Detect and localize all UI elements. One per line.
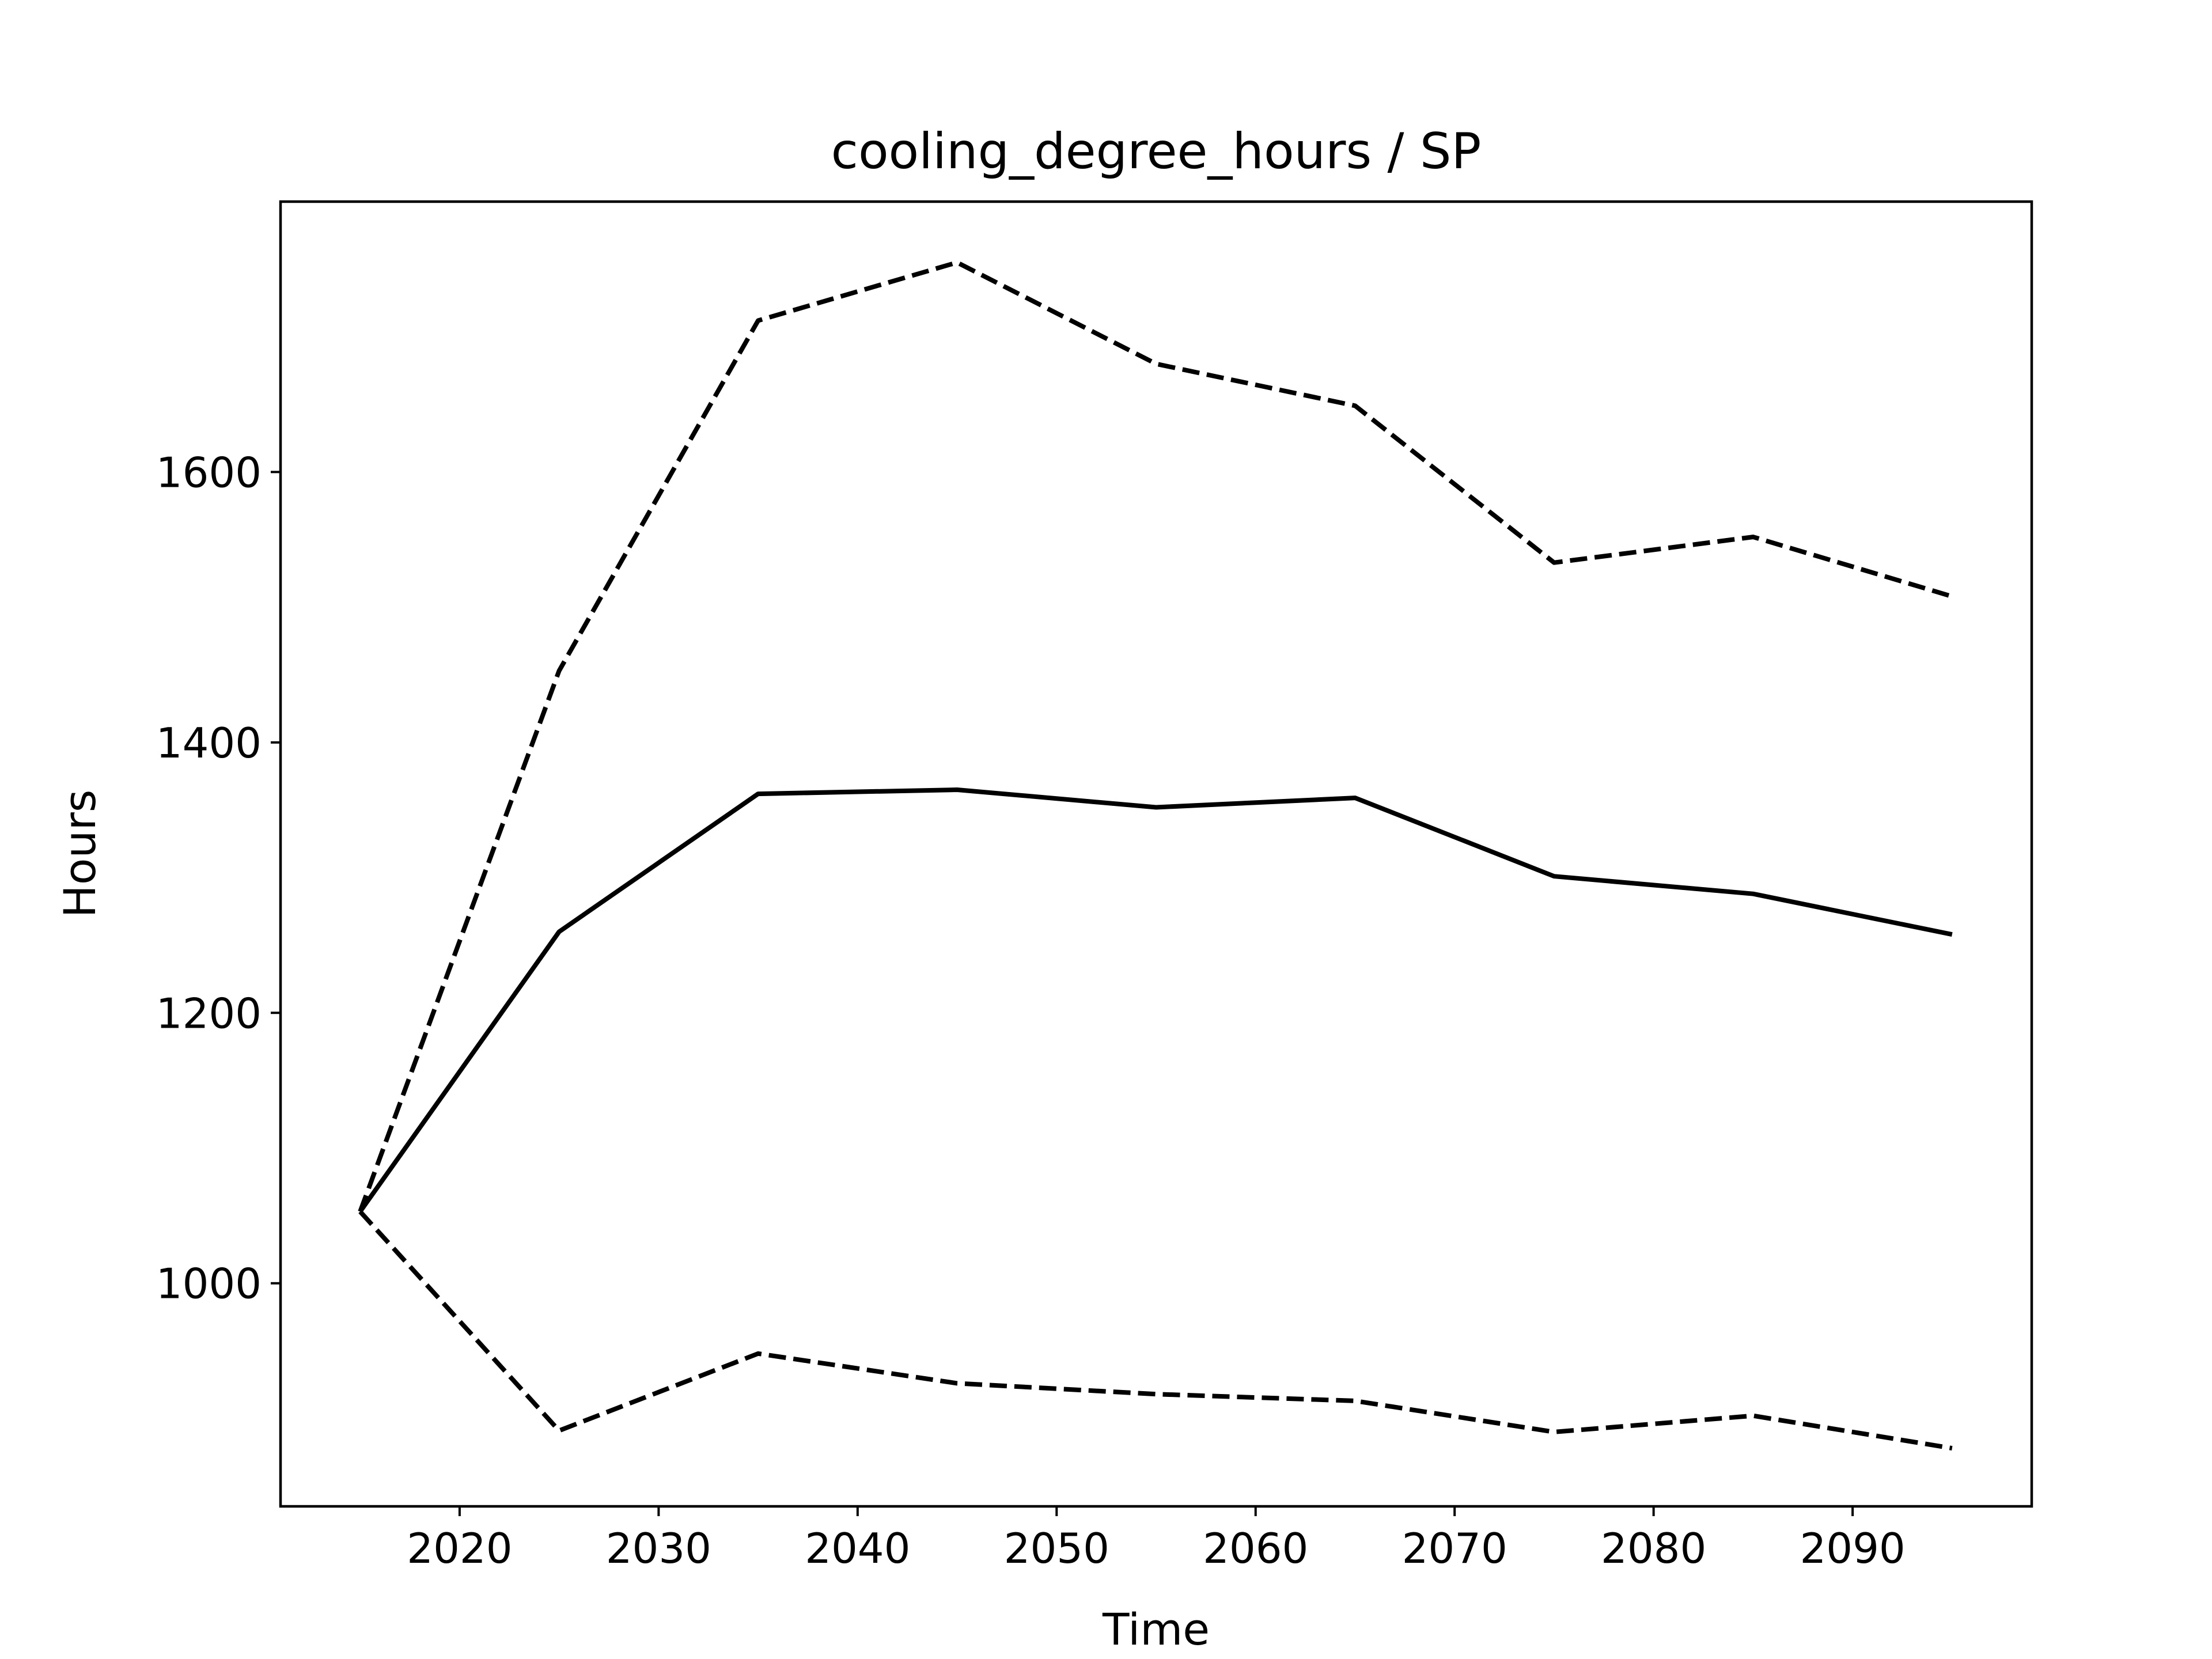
- dashed-series-line-3: [358, 1210, 1953, 1451]
- x-tick-label: 2080: [1601, 1524, 1706, 1573]
- solid-series-line-1: [358, 787, 1953, 1213]
- y-axis-label: Hours: [54, 790, 105, 918]
- x-tick-label: 2040: [805, 1524, 910, 1573]
- chart-title: cooling_degree_hours / SP: [831, 123, 1482, 180]
- x-tick-label: 2060: [1203, 1524, 1308, 1573]
- dashed-series-line-2: [358, 260, 1953, 1213]
- plot-area: [279, 200, 2033, 1508]
- x-tick-label: 2050: [1004, 1524, 1109, 1573]
- series-layer: [358, 260, 1953, 1451]
- x-tick-label: 2070: [1402, 1524, 1508, 1573]
- y-tick-label: 1600: [156, 448, 262, 497]
- y-tick-label: 1200: [156, 989, 262, 1037]
- y-axis: 1000 1200 1400 1600: [156, 448, 281, 1308]
- x-tick-label: 2090: [1800, 1524, 1905, 1573]
- y-tick-label: 1400: [156, 719, 262, 767]
- x-axis: 2020 2030 2040 2050 2060 2070 2080 2090: [407, 1506, 1906, 1573]
- x-tick-label: 2030: [606, 1524, 711, 1573]
- plot-frame: [279, 200, 2033, 1508]
- y-tick-label: 1000: [156, 1260, 262, 1308]
- x-tick-label: 2020: [407, 1524, 512, 1573]
- x-axis-label: Time: [1102, 1604, 1210, 1655]
